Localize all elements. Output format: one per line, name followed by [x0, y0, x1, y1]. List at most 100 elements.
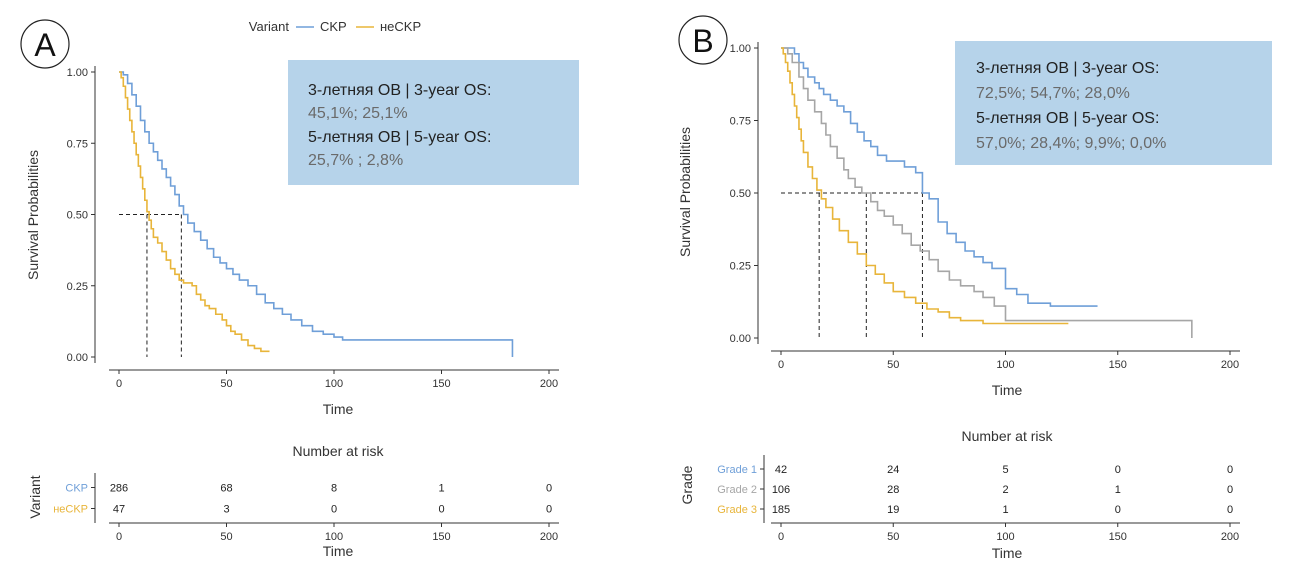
annotation-box: 3-летняя ОВ | 3-year OS: 45,1%; 25,1% 5-…: [288, 60, 579, 185]
x-tick-label: 0: [778, 359, 784, 371]
risk-row-label: Grade 3: [717, 504, 757, 516]
x-tick-label: 200: [1221, 359, 1239, 371]
annotation-line-3: 5-летняя ОВ | 5-year OS:: [308, 129, 491, 146]
risk-cell: 0: [1227, 504, 1233, 516]
risk-cell: 2: [1002, 484, 1008, 496]
risk-cell: 68: [220, 483, 232, 495]
risk-table-y-label: Grade: [679, 465, 695, 504]
risk-cell: 0: [1227, 484, 1233, 496]
plot-area: 0.00 0.25 0.50 0.75 1.00 0 50 100 150 200: [67, 66, 559, 390]
annotation-line-2: 72,5%; 54,7%; 28,0%: [976, 85, 1130, 102]
annotation-line-1: 3-летняя ОВ | 3-year OS:: [976, 60, 1159, 77]
risk-cell: 106: [772, 484, 790, 496]
risk-cell: 0: [546, 483, 552, 495]
y-axis-label: Survival Probabilities: [25, 150, 41, 280]
risk-cell: 1: [1002, 504, 1008, 516]
risk-cell: 0: [438, 504, 444, 516]
risk-cell: 286: [110, 483, 128, 495]
x-tick-label: 100: [996, 359, 1014, 371]
risk-cell: 8: [331, 483, 337, 495]
y-tick-label: 0.50: [730, 188, 751, 200]
risk-cell: 0: [1115, 464, 1121, 476]
risk-x-tick-label: 150: [1109, 531, 1127, 543]
risk-row-label: неCKP: [53, 504, 88, 516]
x-axis-label: Time: [992, 382, 1023, 398]
survival-curve-grade-3: [781, 47, 1069, 325]
risk-row-label: CKP: [65, 483, 88, 495]
y-tick-label: 0.75: [67, 138, 88, 150]
y-tick-label: 0.25: [730, 261, 751, 273]
risk-row-label: Grade 2: [717, 484, 757, 496]
risk-cell: 0: [1115, 504, 1121, 516]
x-tick-label: 200: [540, 378, 558, 390]
survival-curve-grade-1: [781, 47, 1098, 307]
risk-cell: 3: [223, 504, 229, 516]
y-tick-label: 0.75: [730, 116, 751, 128]
panel-label: A: [34, 27, 56, 63]
x-tick-label: 0: [116, 378, 122, 390]
risk-cell: 47: [113, 504, 125, 516]
annotation-line-4: 25,7% ; 2,8%: [308, 152, 403, 169]
x-tick-label: 150: [432, 378, 450, 390]
risk-table-x-label: Time: [323, 543, 354, 559]
panel-label-badge: [20, 19, 70, 69]
risk-cell: 185: [772, 504, 790, 516]
x-tick-label: 50: [887, 359, 899, 371]
risk-x-tick-label: 100: [325, 531, 343, 543]
risk-cell: 0: [546, 504, 552, 516]
risk-x-tick-label: 50: [220, 531, 232, 543]
panel-label: B: [692, 23, 713, 59]
risk-cell: 0: [1227, 464, 1233, 476]
survival-curve-grade-2: [781, 47, 1193, 338]
annotation-box: 3-летняя ОВ | 3-year OS: 72,5%; 54,7%; 2…: [955, 41, 1272, 165]
risk-cell: 0: [331, 504, 337, 516]
y-tick-label: 0.00: [67, 352, 88, 364]
risk-cell: 42: [775, 464, 787, 476]
plot-area: 0.00 0.25 0.50 0.75 1.00 0 50 100 150 200: [730, 42, 1240, 371]
legend-entry-ckp: CKP: [320, 19, 347, 34]
panel-a-chart: A Variant CKP неCKP Survival Probabiliti…: [20, 19, 579, 559]
y-tick-label: 0.25: [67, 281, 88, 293]
risk-table-y-label: Variant: [27, 475, 43, 518]
risk-x-tick-label: 200: [1221, 531, 1239, 543]
legend: Variant CKP неCKP: [249, 19, 421, 34]
risk-x-tick-label: 200: [540, 531, 558, 543]
risk-row-label: Grade 1: [717, 464, 757, 476]
risk-table-title: Number at risk: [292, 443, 384, 459]
survival-curve-неckp: [119, 71, 270, 353]
x-tick-label: 50: [220, 378, 232, 390]
x-tick-label: 100: [325, 378, 343, 390]
survival-curve-ckp: [119, 71, 514, 357]
annotation-line-2: 45,1%; 25,1%: [308, 105, 408, 122]
risk-x-tick-label: 0: [116, 531, 122, 543]
risk-table: CKP 286 68 8 1 0 неCKP 47 3 0 0 0 0 50 100 150 200: [53, 473, 559, 543]
x-axis-label: Time: [323, 401, 354, 417]
risk-cell: 24: [887, 464, 899, 476]
risk-cell: 1: [1115, 484, 1121, 496]
risk-cell: 19: [887, 504, 899, 516]
risk-x-tick-label: 0: [778, 531, 784, 543]
risk-x-tick-label: 100: [996, 531, 1014, 543]
risk-cell: 5: [1002, 464, 1008, 476]
risk-x-tick-label: 50: [887, 531, 899, 543]
annotation-background: [288, 60, 579, 185]
y-tick-label: 0.00: [730, 333, 751, 345]
annotation-line-3: 5-летняя ОВ | 5-year OS:: [976, 110, 1159, 127]
annotation-line-4: 57,0%; 28,4%; 9,9%; 0,0%: [976, 135, 1166, 152]
annotation-background: [955, 41, 1272, 165]
panel-b-chart: B Survival Probabilities Time 0.00 0.25 0.…: [677, 15, 1272, 561]
y-tick-label: 1.00: [67, 67, 88, 79]
y-tick-label: 0.50: [67, 210, 88, 222]
legend-title: Variant: [249, 19, 290, 34]
x-tick-label: 150: [1109, 359, 1127, 371]
risk-cell: 1: [438, 483, 444, 495]
y-axis-label: Survival Probabilities: [677, 127, 693, 257]
panel-label-badge: [678, 15, 728, 65]
annotation-line-1: 3-летняя ОВ | 3-year OS:: [308, 82, 491, 99]
risk-cell: 28: [887, 484, 899, 496]
risk-table-x-label: Time: [992, 545, 1023, 561]
risk-x-tick-label: 150: [432, 531, 450, 543]
legend-entry-neckp: неCKP: [380, 19, 421, 34]
risk-table-title: Number at risk: [961, 428, 1053, 444]
